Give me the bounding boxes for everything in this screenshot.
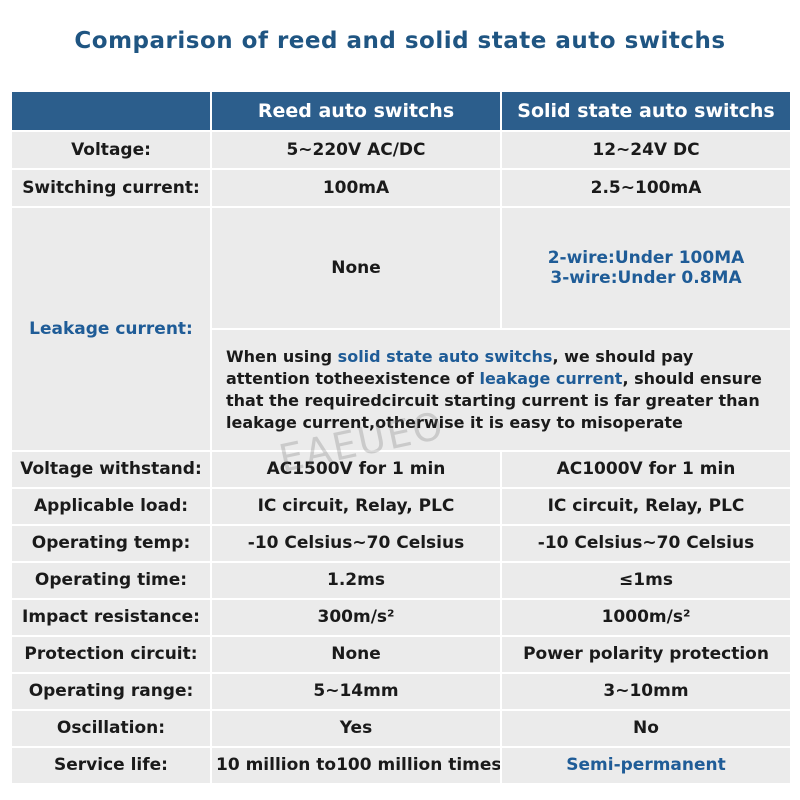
comparison-table: Reed auto switchs Solid state auto switc… [10, 90, 792, 785]
row-label: Service life: [10, 746, 212, 785]
table-row: Operating time: 1.2ms ≤1ms [10, 561, 792, 600]
solid-value: 2.5~100mA [500, 168, 792, 208]
reed-value: IC circuit, Relay, PLC [210, 487, 502, 526]
solid-value: Semi-permanent [500, 746, 792, 785]
reed-value: 1.2ms [210, 561, 502, 600]
solid-value: 1000m/s² [500, 598, 792, 637]
header-reed: Reed auto switchs [210, 90, 502, 132]
note-text-1: When using [226, 347, 338, 366]
reed-value: -10 Celsius~70 Celsius [210, 524, 502, 563]
header-blank [10, 90, 212, 132]
table-row: Operating temp: -10 Celsius~70 Celsius -… [10, 524, 792, 563]
reed-value: 10 million to100 million times [210, 746, 502, 785]
reed-value: 5~14mm [210, 672, 502, 711]
reed-value: 300m/s² [210, 598, 502, 637]
table-row: Switching current: 100mA 2.5~100mA [10, 168, 792, 208]
leakage-solid-value: 2-wire:Under 100MA 3-wire:Under 0.8MA [500, 206, 792, 330]
row-label: Operating range: [10, 672, 212, 711]
reed-value: None [210, 635, 502, 674]
row-label: Oscillation: [10, 709, 212, 748]
solid-value: 12~24V DC [500, 130, 792, 170]
leakage-row: Leakage current: None 2-wire:Under 100MA… [10, 206, 792, 452]
solid-value: AC1000V for 1 min [500, 450, 792, 489]
table-row: Protection circuit: None Power polarity … [10, 635, 792, 674]
leakage-note-row: When using solid state auto switchs, we … [11, 328, 792, 452]
solid-value: -10 Celsius~70 Celsius [500, 524, 792, 563]
row-label: Impact resistance: [10, 598, 212, 637]
table-row: Applicable load: IC circuit, Relay, PLC … [10, 487, 792, 526]
leakage-2wire: 2-wire:Under 100MA [547, 247, 745, 268]
header-solid: Solid state auto switchs [500, 90, 792, 132]
row-label: Voltage withstand: [10, 450, 212, 489]
row-label: Protection circuit: [10, 635, 212, 674]
table-row: Voltage: 5~220V AC/DC 12~24V DC [10, 130, 792, 170]
note-text-2: , we should pay attention totheexistence… [226, 347, 694, 388]
solid-value: 3~10mm [500, 672, 792, 711]
table-row: Oscillation: Yes No [10, 709, 792, 748]
table-row: Impact resistance: 300m/s² 1000m/s² [10, 598, 792, 637]
solid-value: IC circuit, Relay, PLC [500, 487, 792, 526]
solid-value: Power polarity protection [500, 635, 792, 674]
table-header-row: Reed auto switchs Solid state auto switc… [10, 90, 792, 132]
solid-value: ≤1ms [500, 561, 792, 600]
row-label: Operating time: [10, 561, 212, 600]
leakage-reed-value: None [210, 206, 502, 330]
note-highlight-leakage: leakage current [479, 369, 623, 388]
leakage-note: When using solid state auto switchs, we … [210, 328, 792, 452]
leakage-3wire: 3-wire:Under 0.8MA [550, 268, 742, 288]
reed-value: 5~220V AC/DC [210, 130, 502, 170]
row-label: Switching current: [10, 168, 212, 208]
note-text-3: , should ensure that the requiredcircuit… [226, 369, 762, 432]
reed-value: AC1500V for 1 min [210, 450, 502, 489]
table-row: Operating range: 5~14mm 3~10mm [10, 672, 792, 711]
row-label: Voltage: [10, 130, 212, 170]
note-highlight-solid-state: solid state auto switchs [337, 347, 553, 366]
solid-value: No [500, 709, 792, 748]
row-label: Operating temp: [10, 524, 212, 563]
reed-value: 100mA [210, 168, 502, 208]
reed-value: Yes [210, 709, 502, 748]
page-title: Comparison of reed and solid state auto … [74, 28, 726, 54]
row-label: Applicable load: [10, 487, 212, 526]
table-row: Service life: 10 million to100 million t… [10, 746, 792, 785]
leakage-label: Leakage current: [10, 206, 212, 452]
table-row: Voltage withstand: AC1500V for 1 min AC1… [10, 450, 792, 489]
